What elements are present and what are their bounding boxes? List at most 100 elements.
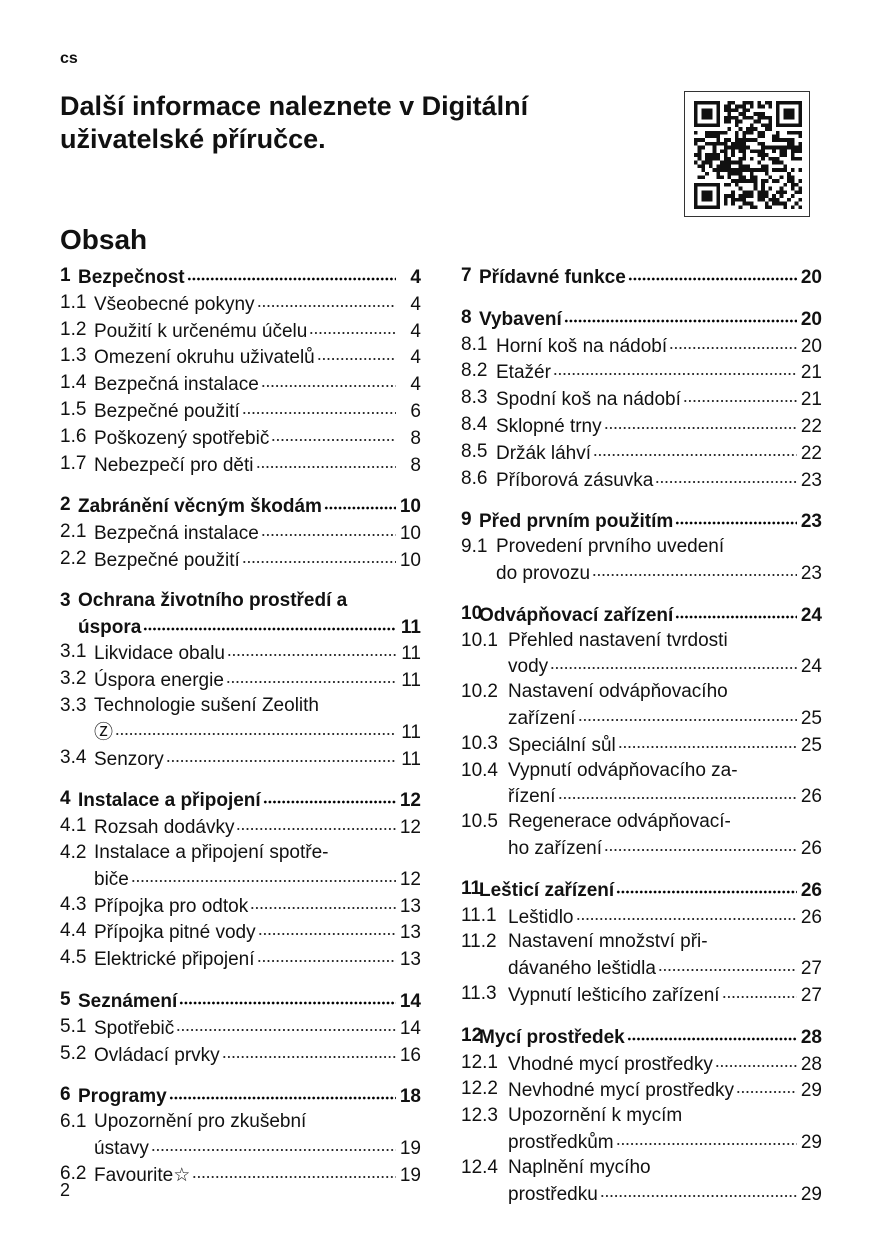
toc-entry[interactable]: 5.2 Ovládací prvky 16	[60, 1041, 421, 1069]
toc-entry-title: úspora	[78, 616, 142, 638]
toc-section-heading[interactable]: 8 Vybavení 20	[461, 305, 822, 333]
toc-entry[interactable]: 10.4 Vypnutí odvápňovacího za-řízení 26	[461, 759, 822, 811]
toc-entry[interactable]: 2.1 Bezpečná instalace 10	[60, 520, 421, 547]
toc-entry[interactable]: 5.1 Spotřebič 14	[60, 1014, 421, 1042]
toc-section-heading[interactable]: 12 Mycí prostředek 28	[461, 1023, 822, 1051]
toc-entry-title: Bezpečné použití	[94, 400, 240, 422]
toc-entry-title: Poškozený spotřebič	[94, 427, 270, 449]
toc-entry[interactable]: 3.1 Likvidace obalu 11	[60, 640, 421, 667]
toc-entry[interactable]: 1.3 Omezení okruhu uživatelů 4	[60, 344, 421, 371]
toc-entry-page: 22	[800, 415, 822, 437]
toc-section-heading[interactable]: 3 Ochrana životního prostředí a úspora 11	[60, 589, 421, 641]
toc-entry[interactable]: 12.2 Nevhodné mycí prostředky 29	[461, 1077, 822, 1104]
toc-entry-line: Spotřebič 14	[94, 1014, 421, 1042]
dot-leader	[627, 264, 797, 283]
toc-entry[interactable]: 3.4 Senzory 11	[60, 745, 421, 773]
toc-entry-page: 25	[800, 707, 822, 729]
dot-leader	[150, 1134, 396, 1154]
toc-entry[interactable]: 8.6 Příborová zásuvka 23	[461, 466, 822, 494]
toc-entry[interactable]: 10.5 Regenerace odvápňovací-ho zařízení 26	[461, 810, 822, 862]
toc-section-heading[interactable]: 5 Seznámení 14	[60, 987, 421, 1015]
toc-entry[interactable]: 11.2 Nastavení množství při-dávaného lešt…	[461, 930, 822, 982]
toc-entry[interactable]: 1.5 Bezpečné použití 6	[60, 397, 421, 425]
toc-entry[interactable]: 4.5 Elektrické připojení 13	[60, 946, 421, 973]
toc-entry-title: Nastavení odvápňovacího	[508, 681, 728, 703]
toc-entry[interactable]: 12.1 Vhodné mycí prostředky 28	[461, 1050, 822, 1078]
toc-entry-line: Držák láhví 22	[496, 439, 822, 467]
toc-entry-number: 8.5	[461, 440, 488, 462]
toc-entry[interactable]: 9.1 Provedení prvního uvedení do provozu 23	[461, 535, 822, 587]
toc-entry[interactable]: 1.1 Všeobecné pokyny 4	[60, 290, 421, 318]
toc-entry[interactable]: 4.3 Přípojka pro odtok 13	[60, 892, 421, 920]
toc-entry-number: 9	[461, 509, 472, 531]
dot-leader	[250, 892, 396, 912]
toc-entry[interactable]: 4.2 Instalace a připojení spotře-biče 12	[60, 841, 421, 893]
dot-leader	[603, 412, 797, 432]
toc-entry-number: 12.4	[461, 1156, 498, 1178]
toc-entry[interactable]: 1.6 Poškozený spotřebič 8	[60, 424, 421, 452]
toc-entry-line: Ochrana životního prostředí a	[78, 589, 421, 614]
toc-entry-title: Spodní koš na nádobí	[496, 389, 681, 411]
toc-entry-line: vody 24	[508, 653, 822, 680]
toc-entry-line: Nastavení odvápňovacího	[508, 680, 822, 705]
toc-entry[interactable]: 10.1 Přehled nastavení tvrdosti vody 24	[461, 629, 822, 681]
toc-entry-title: Příborová zásuvka	[496, 469, 654, 491]
toc-entry-title: Senzory	[94, 748, 164, 770]
toc-section-heading[interactable]: 1 Bezpečnost 4	[60, 264, 421, 291]
toc-entry-line: Leštidlo 26	[508, 903, 822, 931]
dot-leader	[599, 1180, 797, 1200]
toc-entry-number: 12.3	[461, 1105, 498, 1127]
toc-entry[interactable]: 1.7 Nebezpečí pro děti 8	[60, 451, 421, 479]
toc-entry-line: Horní koš na nádobí 20	[496, 332, 822, 360]
toc-entry-number: 10.4	[461, 759, 498, 781]
toc-entry[interactable]: 6.1 Upozornění pro zkušební ústavy 19	[60, 1110, 421, 1162]
toc-entry[interactable]: 8.3 Spodní koš na nádobí 21	[461, 386, 822, 413]
toc-section-heading[interactable]: 6 Programy 18	[60, 1083, 421, 1110]
toc-entry[interactable]: 2.2 Bezpečné použití 10	[60, 546, 421, 574]
toc-entry-number: 8.4	[461, 413, 488, 435]
toc-entry[interactable]: 6.2 Favourite ☆ 19	[60, 1161, 421, 1189]
dot-leader	[165, 745, 396, 765]
toc-entry[interactable]: 1.4 Bezpečná instalace 4	[60, 371, 421, 398]
toc-entry[interactable]: 11.3 Vypnutí lešticího zařízení 27	[461, 981, 822, 1009]
toc-section-heading[interactable]: 11 Lešticí zařízení 26	[461, 876, 822, 904]
toc-entry-line: Příborová zásuvka 23	[496, 466, 822, 494]
toc-entry[interactable]: 8.4 Sklopné trny 22	[461, 412, 822, 440]
toc-entry[interactable]: 1.2 Použití k určenému účelu 4	[60, 317, 421, 345]
toc-section-heading[interactable]: 7 Přídavné funkce 20	[461, 264, 822, 291]
toc-entry[interactable]: 12.4 Naplnění mycího prostředku 29	[461, 1156, 822, 1208]
toc-section-heading[interactable]: 2 Zabránění věcným škodám 10	[60, 493, 421, 520]
toc-entry[interactable]: 4.4 Přípojka pitné vody 13	[60, 919, 421, 946]
toc-entry[interactable]: 3.2 Úspora energie 11	[60, 667, 421, 694]
dot-leader	[552, 359, 797, 379]
toc-entry-title: Technologie sušení Zeolith	[94, 694, 319, 716]
toc-section-heading[interactable]: 4 Instalace a připojení 12	[60, 787, 421, 814]
toc-entry-body: Provedení prvního uvedení do provozu 23	[496, 535, 822, 587]
toc-entry[interactable]: 10.3 Speciální sůl 25	[461, 731, 822, 759]
toc-entry-line: Nastavení množství při-	[508, 930, 822, 955]
toc-entry-page: 22	[800, 442, 822, 464]
toc-entry-body: Odvápňovací zařízení 24	[479, 601, 822, 629]
toc-entry-page: 23	[800, 511, 822, 533]
toc-entry[interactable]: 8.2 Etažér 21	[461, 359, 822, 386]
toc-section-heading[interactable]: 9 Před prvním použitím 23	[461, 508, 822, 535]
toc-entry-number: 7	[461, 265, 472, 286]
toc-section-heading[interactable]: 10 Odvápňovací zařízení 24	[461, 601, 822, 629]
toc-entry-line: Ovládací prvky 16	[94, 1041, 421, 1069]
toc-entry[interactable]: 8.1 Horní koš na nádobí 20	[461, 332, 822, 360]
qr-code-icon[interactable]	[684, 91, 810, 217]
toc-entry[interactable]: 10.2 Nastavení odvápňovacího zařízení 25	[461, 680, 822, 732]
toc-entry[interactable]: 12.3 Upozornění k mycím prostředkům 29	[461, 1104, 822, 1156]
toc-entry-title: Použití k určenému účelu	[94, 320, 308, 342]
toc-entry[interactable]: 11.1 Leštidlo 26	[461, 903, 822, 931]
toc-entry-title: Přehled nastavení tvrdosti	[508, 629, 728, 651]
toc-entry[interactable]: 3.3 Technologie sušení Zeolith Ⓩ 11	[60, 694, 421, 746]
toc-entry-line: ho zařízení 26	[508, 834, 822, 862]
toc-entry-title: Mycí prostředek	[479, 1026, 625, 1048]
toc-entry-body: Speciální sůl 25	[508, 731, 822, 759]
toc-entry[interactable]: 4.1 Rozsah dodávky 12	[60, 814, 421, 841]
toc-entry-page: 10	[399, 549, 421, 571]
toc-entry-body: Použití k určenému účelu 4	[94, 317, 421, 345]
toc-entry[interactable]: 8.5 Držák láhví 22	[461, 439, 822, 467]
toc-entry-title: Vypnutí odvápňovacího za-	[508, 759, 738, 781]
